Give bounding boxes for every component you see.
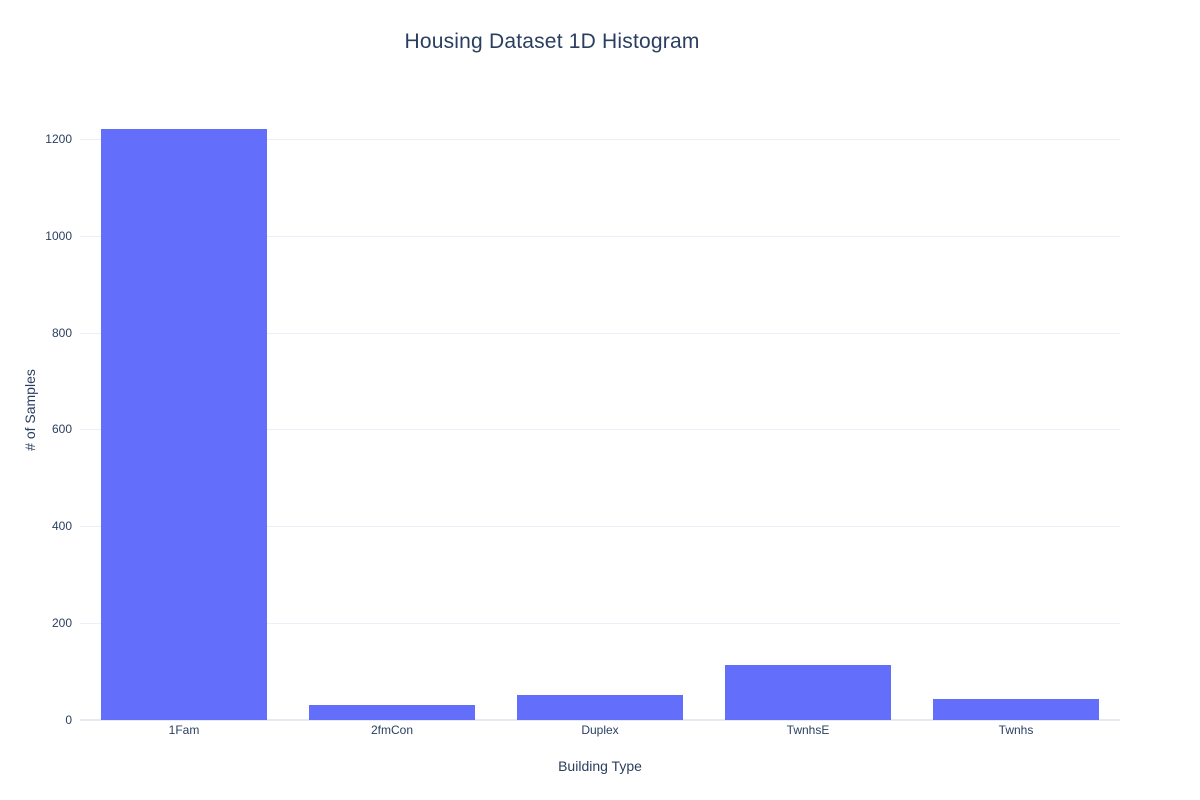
x-tick-label-1Fam: 1Fam [168,723,200,737]
y-tick-label-200: 200 [51,616,72,631]
x-tick-label-TwnhsE: TwnhsE [786,723,830,737]
y-tick-label-1000: 1000 [45,228,72,243]
gridline-y-800 [80,332,1120,334]
bar-TwnhsE[interactable] [724,664,892,720]
bar-1Fam[interactable] [100,129,268,720]
y-tick-label-1200: 1200 [45,131,72,146]
gridline-y-1200 [80,138,1120,140]
x-tick-label-Duplex: Duplex [581,723,619,737]
y-axis-title: # of Samples [22,369,38,451]
bar-2fmCon[interactable] [308,704,476,720]
bar-Duplex[interactable] [516,694,684,720]
y-tick-label-600: 600 [51,422,72,437]
x-tick-label-2fmCon: 2fmCon [370,723,414,737]
y-tick-label-400: 400 [51,519,72,534]
chart-title: Housing Dataset 1D Histogram [404,30,700,53]
gridline-y-200 [80,623,1120,625]
plot-area [80,100,1120,721]
y-tick-label-0: 0 [65,713,72,727]
x-axis-title: Building Type [558,758,642,774]
gridline-y-400 [80,526,1120,528]
bar-Twnhs[interactable] [932,699,1100,720]
y-tick-label-800: 800 [51,325,72,340]
gridline-y-1000 [80,235,1120,237]
x-axis-zeroline [80,719,1120,721]
x-tick-label-Twnhs: Twnhs [998,723,1034,737]
gridline-y-600 [80,429,1120,431]
